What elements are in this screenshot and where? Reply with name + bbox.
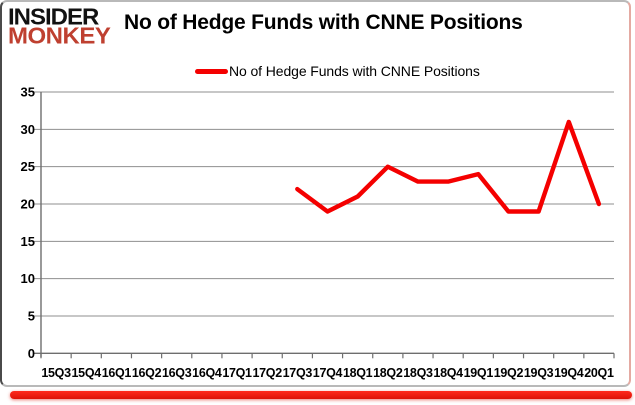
y-tick-label: 15 <box>21 234 35 249</box>
y-tick-label: 35 <box>21 85 35 100</box>
x-tick-label: 18Q3 <box>403 366 433 380</box>
legend: No of Hedge Funds with CNNE Positions <box>195 62 480 80</box>
x-tick-label: 15Q3 <box>41 366 71 380</box>
x-tick-label: 19Q2 <box>494 366 524 380</box>
y-tick-label: 5 <box>28 308 35 323</box>
y-tick-label: 0 <box>28 346 35 361</box>
x-tick-label: 16Q2 <box>132 366 162 380</box>
chart-title: No of Hedge Funds with CNNE Positions <box>124 11 523 34</box>
x-tick-label: 19Q4 <box>554 366 584 380</box>
series-line <box>295 119 602 214</box>
x-tick-label: 19Q1 <box>464 366 494 380</box>
legend-label: No of Hedge Funds with CNNE Positions <box>229 63 480 79</box>
x-tick-label: 16Q1 <box>102 366 132 380</box>
x-tick-label: 18Q2 <box>373 366 403 380</box>
y-tick-label: 20 <box>21 196 35 211</box>
x-tick-label: 18Q1 <box>343 366 373 380</box>
logo-line-monkey: MONKEY <box>8 23 111 50</box>
insider-monkey-logo: INSIDER MONKEY <box>8 4 111 50</box>
legend-line-marker-icon <box>195 68 228 74</box>
chart-panel <box>0 0 631 387</box>
x-tick-label: 18Q4 <box>433 366 463 380</box>
y-tick-label: 30 <box>21 122 35 137</box>
x-tick-label: 17Q2 <box>252 366 282 380</box>
x-tick-label: 15Q4 <box>72 366 102 380</box>
x-tick-label: 17Q1 <box>222 366 252 380</box>
bottom-accent-bar <box>10 391 632 399</box>
y-tick-label: 10 <box>21 271 35 286</box>
x-tick-label: 20Q1 <box>584 366 614 380</box>
logo-line-insider: INSIDER <box>8 4 99 31</box>
x-tick-label: 16Q4 <box>192 366 222 380</box>
x-tick-label: 17Q3 <box>283 366 313 380</box>
y-tick-label: 25 <box>21 159 35 174</box>
x-tick-label: 16Q3 <box>162 366 192 380</box>
x-tick-label: 17Q4 <box>313 366 343 380</box>
x-tick-label: 19Q3 <box>524 366 554 380</box>
